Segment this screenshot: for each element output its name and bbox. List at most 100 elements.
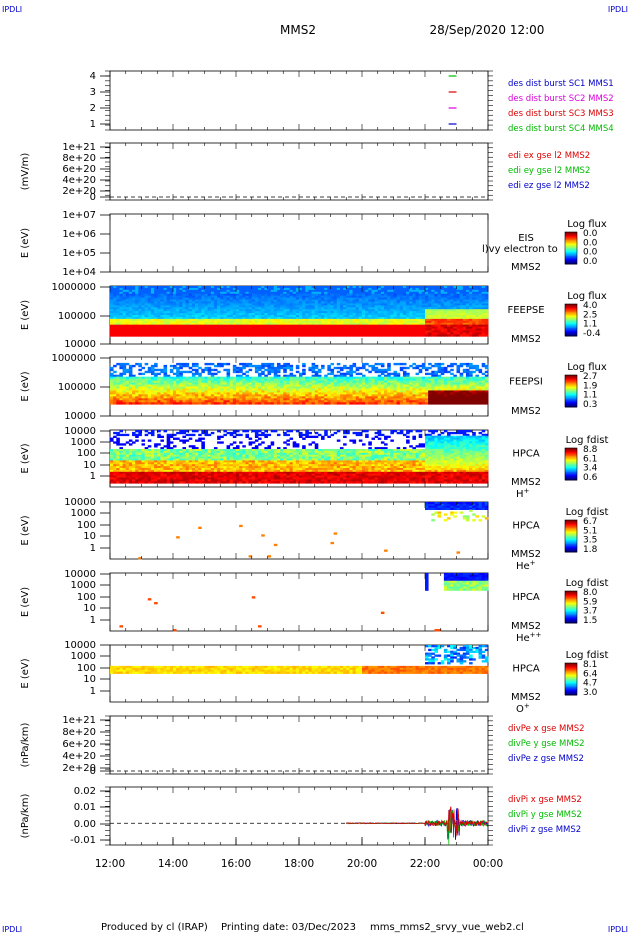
heatmap-cell [355, 392, 360, 395]
legend-entry: des dist burst SC4 MMS4 [508, 124, 614, 134]
heatmap-cell [418, 328, 423, 331]
heatmap-cell [292, 311, 297, 314]
heatmap-cell [462, 286, 467, 289]
heatmap-cell [185, 380, 190, 383]
heatmap-cell [113, 318, 117, 322]
heatmap-cell [207, 370, 212, 374]
heatmap-cell [346, 303, 350, 306]
heatmap-cell [176, 309, 180, 312]
heatmap-cell [273, 286, 278, 289]
heatmap-cell [406, 307, 410, 310]
heatmap-cell [425, 295, 429, 298]
heatmap-cell [128, 322, 133, 326]
heatmap-cell [305, 316, 309, 320]
heatmap-cell [245, 402, 249, 405]
heatmap-cell [119, 303, 123, 306]
heatmap-cell [264, 332, 268, 335]
heatmap-cell [150, 315, 155, 318]
heatmap-cell [387, 378, 391, 381]
heatmap-cell [431, 322, 435, 326]
heatmap-cell [465, 326, 470, 329]
heatmap-cell [280, 396, 284, 399]
heatmap-cell [198, 297, 202, 300]
heatmap-cell [119, 311, 123, 314]
heatmap-cell [396, 324, 401, 327]
heatmap-cell [217, 311, 221, 314]
heatmap-cell [217, 318, 221, 322]
heatmap-cell [425, 293, 429, 297]
heatmap-cell [402, 326, 407, 329]
heatmap-cell [154, 311, 158, 314]
heatmap-cell [399, 307, 404, 310]
heatmap-cell [210, 287, 215, 291]
heatmap-cell [138, 394, 142, 397]
heatmap-cell [295, 291, 300, 295]
heatmap-cell [150, 388, 155, 391]
heatmap-cell [154, 380, 158, 383]
heatmap-cell [267, 398, 272, 401]
heatmap-cell [327, 396, 331, 399]
heatmap-cell [339, 332, 344, 335]
heatmap-cell [374, 392, 379, 395]
heatmap-cell [418, 326, 423, 329]
heatmap-cell [242, 394, 246, 397]
heatmap-cell [409, 386, 413, 389]
heatmap-cell [154, 287, 158, 291]
heatmap-cell [418, 293, 423, 297]
heatmap-cell [232, 328, 237, 331]
heatmap-cell [116, 291, 120, 295]
heatmap-cell [144, 295, 149, 298]
heatmap-cell [377, 380, 382, 383]
heatmap-cell [443, 305, 448, 308]
heatmap-cell [462, 287, 467, 291]
heatmap-cell [166, 303, 171, 306]
heatmap-cell [138, 392, 142, 395]
heatmap-cell [302, 291, 306, 295]
heatmap-cell [179, 289, 183, 293]
heatmap-cell [150, 322, 155, 326]
heatmap-cell [327, 400, 331, 403]
heatmap-cell [399, 293, 404, 297]
heatmap-cell [258, 372, 262, 376]
heatmap-cell [299, 372, 303, 376]
heatmap-cell [289, 374, 294, 378]
heatmap-cell [248, 330, 253, 333]
heatmap-cell [314, 372, 319, 376]
heatmap-cell [374, 368, 379, 372]
heatmap-cell [204, 318, 209, 322]
heatmap-cell [166, 324, 171, 327]
heatmap-cell [213, 402, 218, 405]
heatmap-cell [254, 380, 259, 383]
heatmap-cell [270, 313, 275, 316]
heatmap-cell [154, 386, 158, 389]
heatmap-cell [119, 318, 123, 322]
heatmap-cell [299, 378, 303, 381]
heatmap-cell [349, 322, 353, 326]
heatmap-cell [258, 400, 262, 403]
heatmap-cell [185, 315, 190, 318]
heatmap-cell [157, 289, 161, 293]
heatmap-cell [242, 388, 246, 391]
heatmap-cell [128, 364, 133, 368]
heatmap-cell [324, 328, 328, 331]
heatmap-cell [110, 291, 114, 295]
heatmap-cell [355, 368, 360, 372]
heatmap-cell [267, 311, 272, 314]
heatmap-cell [286, 330, 290, 333]
heatmap-cell [132, 293, 136, 297]
heatmap-cell [188, 318, 193, 322]
heatmap-cell [384, 334, 388, 337]
heatmap-cell [232, 380, 237, 383]
heatmap-cell [384, 318, 388, 322]
heatmap-cell [299, 328, 303, 331]
heatmap-cell [478, 320, 483, 324]
heatmap-cell [147, 368, 152, 372]
heatmap-cell [362, 303, 366, 306]
heatmap-cell [393, 362, 398, 366]
heatmap-cell [276, 374, 281, 378]
heatmap-cell [362, 388, 366, 391]
heatmap-cell [239, 287, 243, 291]
heatmap-cell [232, 390, 237, 393]
heatmap-cell [324, 376, 328, 380]
heatmap-cell [113, 286, 117, 289]
